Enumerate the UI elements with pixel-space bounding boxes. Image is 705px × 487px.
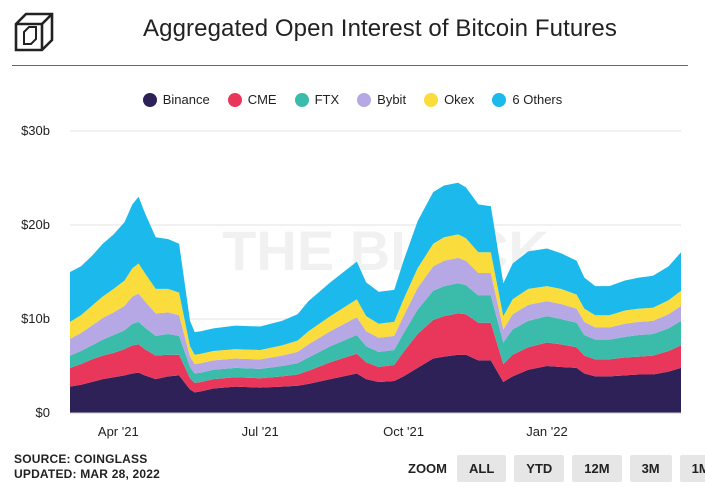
y-tick-label: $10b bbox=[21, 311, 50, 326]
area-binance bbox=[70, 354, 681, 413]
y-tick-label: $0 bbox=[36, 405, 50, 420]
y-tick-label: $20b bbox=[21, 217, 50, 232]
chart-title: Aggregated Open Interest of Bitcoin Futu… bbox=[143, 15, 617, 42]
legend-swatch bbox=[357, 92, 372, 107]
legend: Binance CME FTX Bybit Okex 6 Others bbox=[0, 92, 705, 107]
legend-item-cme[interactable]: CME bbox=[227, 92, 277, 107]
x-tick-label: Apr '21 bbox=[98, 424, 139, 439]
legend-item-6-others[interactable]: 6 Others bbox=[492, 92, 562, 107]
x-tick-label: Oct '21 bbox=[383, 424, 424, 439]
x-tick-label: Jul '21 bbox=[242, 424, 279, 439]
legend-label: CME bbox=[247, 92, 277, 107]
y-tick-label: $30b bbox=[21, 123, 50, 138]
zoom-label: ZOOM bbox=[408, 461, 447, 476]
legend-item-binance[interactable]: Binance bbox=[142, 92, 210, 107]
zoom-all-button[interactable]: ALL bbox=[457, 455, 507, 482]
area-ftx bbox=[70, 283, 681, 383]
legend-label: Binance bbox=[162, 92, 210, 107]
legend-swatch bbox=[294, 92, 309, 107]
the-block-logo-icon bbox=[14, 12, 54, 52]
source-note: SOURCE: COINGLASS UPDATED: MAR 28, 2022 bbox=[14, 452, 160, 482]
area-cme bbox=[70, 313, 681, 393]
legend-item-ftx[interactable]: FTX bbox=[294, 92, 340, 107]
source-text: SOURCE: COINGLASS bbox=[14, 452, 148, 466]
zoom-1m-button[interactable]: 1M bbox=[679, 455, 705, 482]
zoom-controls: ZOOM ALL YTD 12M 3M 1M bbox=[408, 455, 705, 482]
zoom-12m-button[interactable]: 12M bbox=[572, 455, 622, 482]
title-divider bbox=[12, 65, 688, 66]
zoom-3m-button[interactable]: 3M bbox=[629, 455, 672, 482]
legend-swatch bbox=[142, 92, 157, 107]
legend-label: Okex bbox=[444, 92, 475, 107]
legend-item-bybit[interactable]: Bybit bbox=[357, 92, 406, 107]
legend-swatch bbox=[227, 92, 242, 107]
legend-swatch bbox=[492, 92, 507, 107]
updated-text: UPDATED: MAR 28, 2022 bbox=[14, 467, 161, 481]
area-6-others bbox=[70, 182, 681, 355]
legend-label: FTX bbox=[314, 92, 340, 107]
legend-label: 6 Others bbox=[512, 92, 563, 107]
x-tick-label: Jan '22 bbox=[526, 424, 568, 439]
legend-item-okex[interactable]: Okex bbox=[424, 92, 474, 107]
area-okex bbox=[70, 234, 681, 365]
zoom-ytd-button[interactable]: YTD bbox=[514, 455, 565, 482]
legend-label: Bybit bbox=[377, 92, 407, 107]
area-bybit bbox=[70, 257, 681, 374]
legend-swatch bbox=[424, 92, 439, 107]
